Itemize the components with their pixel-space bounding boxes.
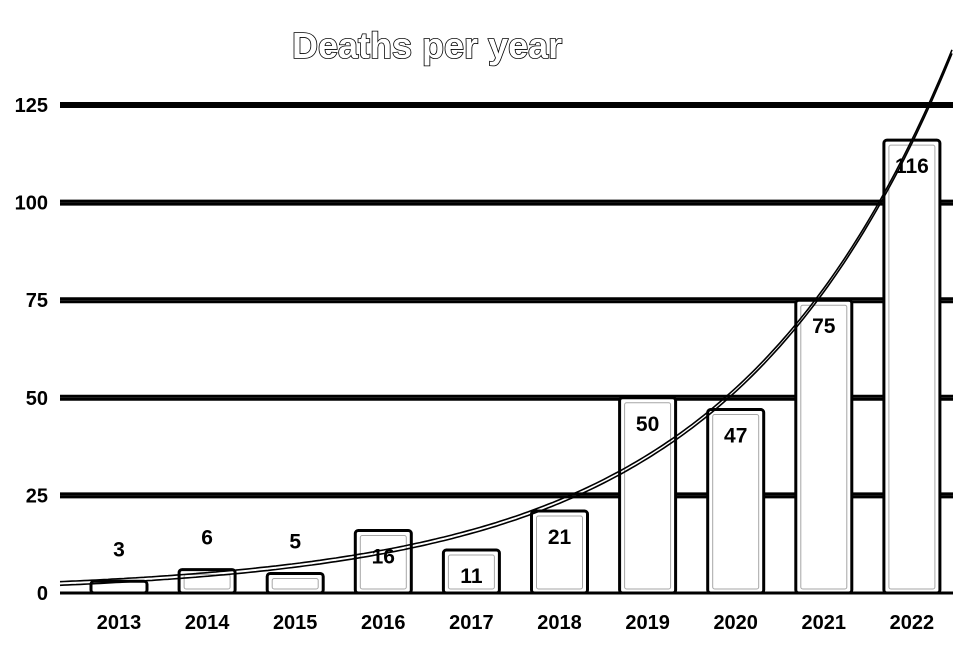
y-tick-label: 25 — [26, 485, 48, 507]
data-label: 11 — [460, 565, 483, 588]
x-tick-label: 2019 — [625, 612, 670, 634]
bar — [530, 509, 589, 595]
y-tick-label: 125 — [15, 95, 48, 117]
y-tick-label: 50 — [26, 388, 48, 410]
bar — [882, 138, 942, 595]
y-tick-label: 100 — [15, 193, 48, 215]
bar — [353, 529, 413, 595]
trendline — [59, 49, 953, 583]
trendline-outline — [59, 53, 953, 587]
bar-inner-outline — [536, 515, 583, 590]
data-label: 3 — [113, 538, 125, 561]
bar — [441, 548, 501, 595]
data-label: 50 — [636, 413, 659, 436]
bar-inner-outline — [712, 414, 760, 590]
bar-inner-outline — [271, 577, 319, 590]
bar-inner-outline — [888, 144, 936, 590]
bar-layer — [89, 138, 942, 595]
label-layer: 0 25 50 75 100 125 3 6 5 16 11 21 50 47 75 116 2013 2014 2… — [15, 95, 935, 634]
bar-inner-outline — [183, 574, 231, 590]
data-label: 5 — [289, 530, 301, 553]
data-label: 75 — [812, 315, 836, 338]
x-tick-label: 2015 — [273, 612, 318, 634]
bar — [706, 408, 766, 595]
bar — [89, 579, 149, 595]
data-label: 16 — [372, 546, 395, 569]
x-tick-label: 2014 — [185, 612, 230, 634]
x-tick-label: 2018 — [537, 612, 582, 634]
data-label: 116 — [895, 155, 929, 178]
chart-title: Deaths per year — [292, 25, 562, 66]
trend-layer — [59, 49, 953, 587]
data-label: 47 — [724, 425, 747, 448]
bar-inner-outline — [624, 402, 672, 590]
y-tick-label: 75 — [26, 290, 48, 312]
x-tick-label: 2020 — [713, 612, 758, 634]
bar-inner-outline — [800, 304, 848, 590]
x-tick-label: 2021 — [802, 612, 847, 634]
bar — [265, 571, 325, 595]
x-tick-label: 2016 — [361, 612, 406, 634]
bar-inner-outline — [447, 554, 495, 590]
data-label: 21 — [548, 526, 572, 549]
x-tick-label: 2017 — [449, 612, 494, 634]
bar — [794, 298, 854, 595]
x-tick-label: 2013 — [97, 612, 142, 634]
x-tick-label: 2022 — [890, 612, 935, 634]
grid-layer — [60, 102, 953, 595]
bar-inner-outline — [359, 535, 407, 590]
y-tick-label: 0 — [37, 583, 48, 605]
data-label: 6 — [201, 527, 213, 550]
